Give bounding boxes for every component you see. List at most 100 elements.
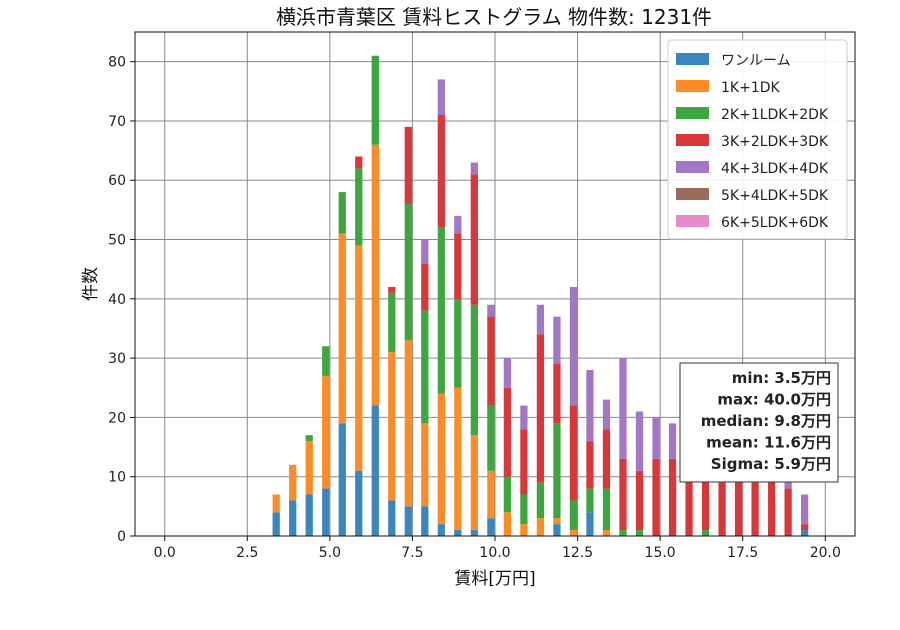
bar-segment-s3-b31	[784, 488, 792, 536]
bar-segment-s0-b11	[454, 530, 462, 536]
bar-segment-s1-b12	[470, 435, 478, 531]
bar-segment-s2-b4	[338, 192, 346, 234]
bar-segment-s0-b17	[553, 524, 561, 536]
stats-line-1: max: 40.0万円	[717, 391, 831, 409]
bar-segment-s2-b22	[635, 530, 644, 536]
bar-segment-s1-b15	[520, 524, 528, 536]
legend-label-2: 2K+1LDK+2DK	[721, 107, 829, 123]
bar-segment-s3-b5	[355, 156, 363, 169]
y-axis-label: 件数	[81, 267, 101, 301]
bar-segment-s1-b0	[272, 494, 280, 513]
bar-segment-s4-b16	[536, 304, 545, 335]
bar-segment-s1-b13	[487, 470, 495, 519]
bar-segment-s3-b26	[701, 476, 710, 531]
bar-segment-s2-b16	[536, 482, 545, 519]
bar-segment-s2-b8	[404, 203, 412, 341]
x-tick-label-2: 5.0	[319, 545, 341, 561]
bar-segment-s1-b20	[602, 530, 611, 536]
bar-segment-s1-b3	[322, 375, 330, 489]
x-tick-label-0: 0.0	[154, 545, 176, 561]
y-axis-ticks: 0 10 20 30 40 50 60 70 80	[108, 55, 135, 545]
bar-segment-s1-b2	[305, 441, 313, 495]
bar-segment-s1-b14	[503, 512, 512, 536]
bar-segment-s3-b32	[801, 524, 809, 531]
bar-segment-s4-b20	[602, 399, 611, 430]
x-tick-label-1: 2.5	[236, 545, 258, 561]
bar-segment-s3-b11	[454, 233, 462, 299]
legend-label-1: 1K+1DK	[721, 80, 781, 96]
bar-segment-s0-b19	[586, 512, 594, 536]
bar-segment-s3-b9	[421, 263, 429, 311]
legend-label-4: 4K+3LDK+4DK	[721, 161, 829, 177]
bar-segment-s4-b21	[619, 358, 627, 459]
bar-segment-s3-b7	[388, 286, 396, 293]
bar-segment-s3-b13	[487, 316, 495, 406]
bar-segment-s3-b27	[718, 482, 726, 536]
bar-segment-s1-b1	[289, 464, 297, 501]
bar-segment-s2-b15	[520, 494, 528, 525]
bar-segment-s2-b13	[487, 405, 495, 471]
bar-segment-s3-b20	[602, 429, 611, 489]
legend-swatch-1	[676, 80, 709, 92]
bar-segment-s3-b21	[619, 458, 627, 531]
bar-segment-s2-b2	[305, 435, 313, 442]
bar-segment-s4-b15	[520, 405, 528, 430]
bar-segment-s3-b25	[685, 470, 693, 536]
bar-segment-s2-b6	[371, 55, 379, 145]
bar-segment-s4-b17	[553, 316, 561, 365]
bar-segment-s2-b3	[322, 346, 330, 376]
bar-segment-s2-b11	[454, 298, 462, 388]
stats-box: min: 3.5万円 max: 40.0万円 median: 9.8万円 mean: …	[679, 362, 839, 483]
bar-segment-s0-b2	[305, 494, 313, 536]
bar-segment-s3-b22	[635, 470, 644, 531]
bar-segment-s4-b14	[503, 358, 512, 388]
bar-segment-s0-b5	[355, 470, 363, 536]
bar-segment-s4-b12	[470, 162, 478, 175]
bar-segment-s0-b3	[322, 488, 330, 536]
bar-segment-s2-b18	[569, 500, 578, 531]
bar-segment-s4-b22	[635, 411, 644, 471]
bar-segment-s0-b32	[801, 530, 809, 536]
bar-segment-s2-b19	[586, 488, 594, 513]
bar-segment-s1-b5	[355, 245, 363, 471]
y-tick-label-6: 60	[108, 173, 126, 189]
bar-segment-s0-b7	[388, 500, 396, 536]
x-axis-ticks: 0.0 2.5 5.0 7.5 10.0 12.5 15.0 17.5 20.0	[154, 536, 841, 561]
bar-segment-s0-b13	[487, 518, 495, 536]
bar-segment-s3-b30	[767, 476, 776, 536]
bar-segment-s3-b12	[470, 174, 478, 305]
bar-segment-s2-b21	[619, 530, 627, 536]
bar-segment-s3-b14	[503, 387, 512, 477]
bar-segment-s3-b23	[652, 458, 660, 536]
bar-segment-s4-b11	[454, 215, 462, 234]
bar-segment-s2-b12	[470, 304, 478, 436]
bar-segment-s2-b5	[355, 168, 363, 246]
x-tick-label-3: 7.5	[401, 545, 423, 561]
legend-frame	[667, 39, 848, 240]
bar-segment-s3-b8	[404, 126, 412, 204]
stats-frame	[679, 362, 839, 483]
bar-segment-s1-b17	[553, 518, 561, 525]
bar-segment-s3-b29	[751, 458, 759, 536]
bar-segment-s1-b7	[388, 352, 396, 501]
bar-segment-s4-b10	[437, 79, 445, 116]
stats-line-2: median: 9.8万円	[701, 412, 831, 430]
legend-swatch-0	[676, 53, 709, 65]
x-tick-label-4: 10.0	[479, 545, 510, 561]
x-axis-label: 賃料[万円]	[454, 569, 535, 589]
bar-segment-s4-b32	[801, 494, 809, 525]
bar-segment-s1-b16	[536, 518, 545, 536]
bar-segment-s3-b17	[553, 364, 561, 424]
bar-segment-s1-b6	[371, 144, 379, 406]
bar-segment-s3-b16	[536, 334, 545, 483]
bar-segment-s4-b19	[586, 369, 594, 442]
bar-segment-s2-b10	[437, 227, 445, 394]
legend-label-6: 6K+5LDK+6DK	[721, 215, 829, 231]
bar-segment-s0-b0	[272, 512, 280, 536]
bar-segment-s2-b9	[421, 310, 429, 424]
x-tick-label-6: 15.0	[645, 545, 676, 561]
bar-segment-s0-b8	[404, 506, 412, 536]
bar-segment-s1-b10	[437, 393, 445, 525]
bar-segment-s0-b6	[371, 405, 379, 536]
